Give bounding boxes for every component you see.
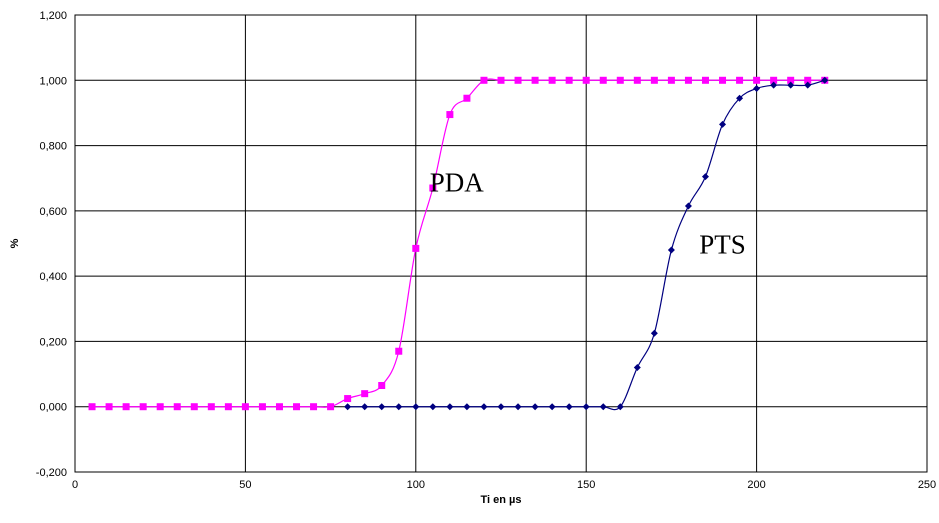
x-tick-label: 250 <box>918 479 936 491</box>
point-pts <box>770 81 778 89</box>
point-pda <box>156 403 164 411</box>
point-pts <box>446 403 454 411</box>
point-pda <box>207 403 215 411</box>
point-pda <box>429 184 437 192</box>
point-pda <box>633 76 641 84</box>
point-pts <box>804 81 812 89</box>
point-pda <box>412 244 420 252</box>
point-pda <box>582 76 590 84</box>
point-pts <box>650 329 658 337</box>
point-pts <box>701 173 709 181</box>
point-pts <box>497 403 505 411</box>
y-tick-label: 1,200 <box>39 10 67 22</box>
point-pts <box>565 403 573 411</box>
y-tick-label: 1,000 <box>39 75 67 87</box>
point-pda <box>395 347 403 355</box>
point-pts <box>463 403 471 411</box>
point-pda <box>753 76 761 84</box>
y-tick-label: 0,800 <box>39 141 67 153</box>
y-tick-label: 0,400 <box>39 271 67 283</box>
point-pda <box>650 76 658 84</box>
point-pts <box>344 403 352 411</box>
point-pts <box>753 84 761 92</box>
point-pda <box>344 395 352 403</box>
point-pda <box>701 76 709 84</box>
x-tick-label: 100 <box>407 479 425 491</box>
point-pda <box>105 403 113 411</box>
point-pda <box>190 403 198 411</box>
point-pda <box>565 76 573 84</box>
point-pts <box>821 76 829 84</box>
point-pda <box>88 403 96 411</box>
y-tick-label: 0,000 <box>39 402 67 414</box>
point-pts <box>633 364 641 372</box>
point-pda <box>173 403 181 411</box>
point-pda <box>327 403 335 411</box>
y-tick-label: 0,200 <box>39 336 67 348</box>
annotation-pda: PDA <box>430 167 485 197</box>
point-pda <box>480 76 488 84</box>
point-pts <box>412 403 420 411</box>
point-pts <box>787 81 795 89</box>
x-tick-label: 150 <box>577 479 595 491</box>
x-tick-label: 50 <box>239 479 251 491</box>
plot-area-frame <box>74 14 928 473</box>
point-pda <box>599 76 607 84</box>
point-pts <box>531 403 539 411</box>
point-pts <box>684 202 692 210</box>
point-pda <box>770 76 778 84</box>
point-pda <box>361 390 369 398</box>
x-tick-label: 0 <box>72 479 78 491</box>
series-group <box>88 76 829 411</box>
point-pda <box>514 76 522 84</box>
y-tick-label: -0,200 <box>36 467 67 479</box>
point-pda <box>787 76 795 84</box>
y-axis-title: % <box>9 238 21 248</box>
x-axis-title: Ti en µs <box>481 494 522 506</box>
point-pts <box>736 94 744 102</box>
point-pda <box>293 403 301 411</box>
point-pts <box>719 120 727 128</box>
point-pda <box>531 76 539 84</box>
annotation-pts: PTS <box>699 229 746 259</box>
point-pda <box>719 76 727 84</box>
point-pts <box>599 403 607 411</box>
point-pts <box>514 403 522 411</box>
annotations: PDA PTS <box>430 167 746 259</box>
point-pda <box>139 403 147 411</box>
point-pda <box>446 111 454 119</box>
x-tick-label: 200 <box>747 479 765 491</box>
point-pda <box>224 403 232 411</box>
series-pts <box>344 76 829 411</box>
point-pts <box>616 403 624 411</box>
point-pda <box>736 76 744 84</box>
point-pts <box>548 403 556 411</box>
point-pda <box>616 76 624 84</box>
point-pda <box>310 403 318 411</box>
point-pda <box>548 76 556 84</box>
tick-labels: 0 50 100 150 200 250 -0,200 0,000 0,200 0,400 0,60… <box>36 10 936 491</box>
point-pda <box>667 76 675 84</box>
series-pda <box>88 76 829 411</box>
point-pda <box>684 76 692 84</box>
point-pda <box>804 76 812 84</box>
point-pts <box>582 403 590 411</box>
point-pda <box>258 403 266 411</box>
point-pda <box>463 94 471 102</box>
point-pts <box>378 403 386 411</box>
point-pda <box>275 403 283 411</box>
point-pts <box>480 403 488 411</box>
point-pts <box>395 403 403 411</box>
point-pts <box>361 403 369 411</box>
y-tick-label: 0,600 <box>39 206 67 218</box>
point-pda <box>122 403 130 411</box>
point-pda <box>497 76 505 84</box>
point-pts <box>429 403 437 411</box>
point-pda <box>241 403 249 411</box>
point-pda <box>378 381 386 389</box>
point-pts <box>667 246 675 254</box>
